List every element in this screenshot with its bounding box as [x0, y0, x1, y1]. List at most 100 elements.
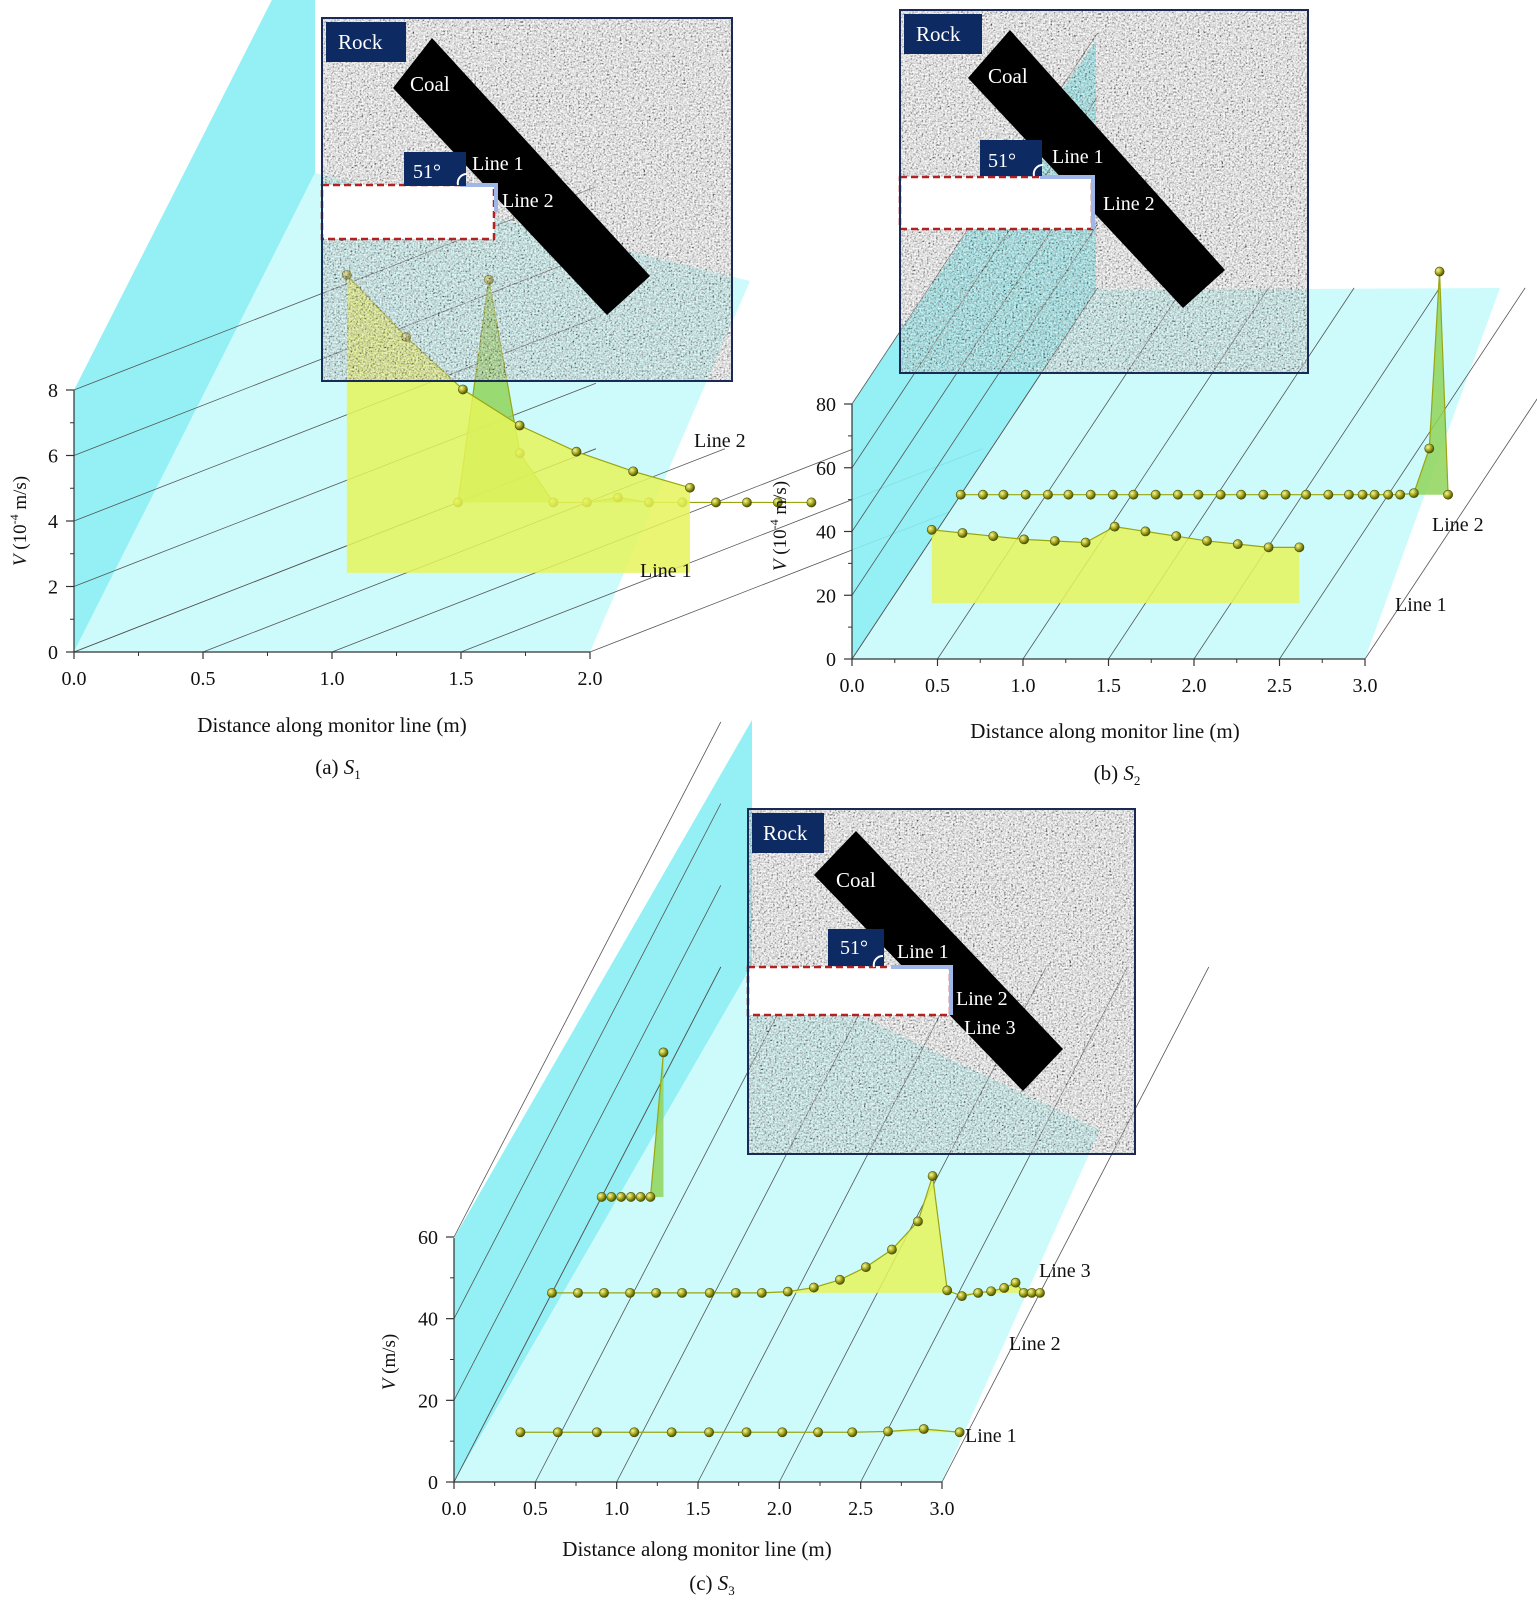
x-tick-label: 1.5	[1096, 675, 1121, 697]
x-tick-label: 1.0	[320, 668, 345, 690]
x-tick-label: 2.0	[767, 1498, 792, 1520]
data-point	[861, 1262, 871, 1273]
panel-b: 0.0 0.5 1.0 1.5 2.0 2.5 3.0 0 20 40 60 80 Distance…	[767, 9, 1537, 788]
data-point	[625, 1287, 635, 1298]
y-tick-label: 4	[48, 511, 58, 533]
panel-b-opening	[898, 175, 1094, 231]
series-area-line-1	[346, 274, 690, 573]
panel-b-rock-label-bg	[904, 14, 982, 54]
y-tick-label: 20	[816, 585, 836, 607]
data-point	[645, 1192, 656, 1202]
panel-b-boundary	[1040, 175, 1095, 229]
data-point	[1026, 1287, 1037, 1298]
x-tick-label: 0.5	[925, 675, 950, 697]
panel-a-x-axis: 0.0 0.5 1.0 1.5 2.0	[62, 651, 603, 690]
panel-b-angle-label: 51°	[988, 150, 1016, 172]
x-tick-label: 2.0	[578, 668, 603, 690]
data-point	[1020, 489, 1031, 500]
data-point	[1424, 443, 1435, 454]
grid-line	[1279, 287, 1526, 660]
data-point	[782, 1286, 793, 1297]
panel-a-back-plane	[74, 0, 315, 652]
data-point	[1369, 489, 1380, 500]
panel-b-inset-line-1: Line 1	[1052, 146, 1104, 168]
x-tick-label: 1.5	[686, 1498, 711, 1520]
data-point	[1019, 534, 1029, 545]
data-point	[847, 1427, 858, 1438]
data-point	[1173, 489, 1183, 500]
x-tick-label: 1.5	[449, 668, 474, 690]
panel-c-legend-line-2: Line 2	[1009, 1333, 1061, 1355]
data-point	[658, 1047, 669, 1058]
data-point	[999, 1283, 1010, 1293]
data-point	[954, 1427, 965, 1438]
panel-c-coal-seam	[814, 831, 1063, 1091]
y-tick-label: 6	[48, 446, 58, 468]
data-point	[1395, 489, 1406, 500]
panel-c-y-axis: 0 20 40 60	[418, 1227, 455, 1494]
panel-a-xlabel: Distance along monitor line (m)	[197, 713, 466, 737]
data-point	[573, 1287, 583, 1298]
data-point	[808, 1282, 819, 1293]
data-point	[629, 1427, 640, 1438]
data-point	[1408, 488, 1419, 499]
panel-c-inset-line-2: Line 2	[956, 988, 1008, 1010]
panel-a-inset-line-1: Line 1	[472, 153, 524, 175]
back-grid-line	[453, 721, 722, 1238]
panel-c-series	[515, 1047, 1045, 1438]
data-point	[1140, 526, 1151, 537]
panel-b-y-axis: 0 20 40 60 80	[816, 394, 853, 671]
panel-a-boundary	[460, 183, 498, 212]
data-point	[741, 1427, 752, 1438]
data-point	[957, 1291, 967, 1302]
panel-b-legend-line-2: Line 2	[1432, 514, 1484, 536]
panel-c-legend-line-1: Line 1	[965, 1425, 1017, 1447]
data-point	[1193, 489, 1204, 500]
data-point	[596, 1192, 607, 1202]
panel-a-coal-seam	[393, 38, 650, 315]
data-point	[913, 1216, 923, 1227]
data-point	[978, 489, 988, 500]
data-point	[926, 524, 937, 535]
panel-c-xlabel: Distance along monitor line (m)	[562, 1537, 831, 1561]
data-point	[514, 420, 525, 431]
data-point	[666, 1427, 677, 1438]
data-point	[1010, 1277, 1021, 1288]
data-point	[599, 1287, 609, 1298]
data-point	[591, 1427, 602, 1438]
data-point	[552, 1427, 563, 1438]
data-point	[685, 482, 695, 493]
panel-c-opening	[746, 965, 952, 1017]
data-point	[1236, 489, 1247, 500]
back-grid-line	[453, 885, 722, 1401]
panel-a-rock-label: Rock	[338, 30, 383, 54]
data-point	[1085, 489, 1096, 500]
back-grid-line	[453, 966, 722, 1483]
data-point	[777, 1427, 788, 1438]
x-tick-label: 3.0	[1353, 675, 1378, 697]
data-point	[628, 466, 639, 477]
y-tick-label: 40	[816, 522, 836, 544]
data-point	[973, 1287, 984, 1298]
x-tick-label: 2.5	[848, 1498, 873, 1520]
panel-b-inset-line-2: Line 2	[1103, 193, 1155, 215]
data-point	[986, 1286, 997, 1297]
panel-c-ylabel: V (m/s)	[379, 1334, 400, 1390]
back-grid-line	[453, 803, 722, 1319]
panel-c-legend-line-3: Line 3	[1039, 1260, 1091, 1282]
data-point	[1063, 489, 1074, 500]
data-point	[1232, 539, 1243, 550]
data-point	[988, 531, 999, 542]
panel-c-back-plane	[454, 720, 752, 1482]
panel-a-rock-label-bg	[326, 22, 406, 62]
panel-b-rock-label: Rock	[916, 22, 961, 46]
data-point	[998, 489, 1009, 500]
data-point	[1215, 489, 1226, 500]
data-point	[606, 1192, 617, 1202]
data-point	[883, 1426, 893, 1437]
x-tick-label: 2.5	[1267, 675, 1292, 697]
panel-c-inset-line-3: Line 3	[964, 1017, 1016, 1039]
data-point	[1263, 542, 1274, 553]
panel-a: 0.0 0.5 1.0 1.5 2.0 0 2 4 6 8 Distance along mon…	[7, 0, 1113, 782]
data-point	[1150, 489, 1161, 500]
